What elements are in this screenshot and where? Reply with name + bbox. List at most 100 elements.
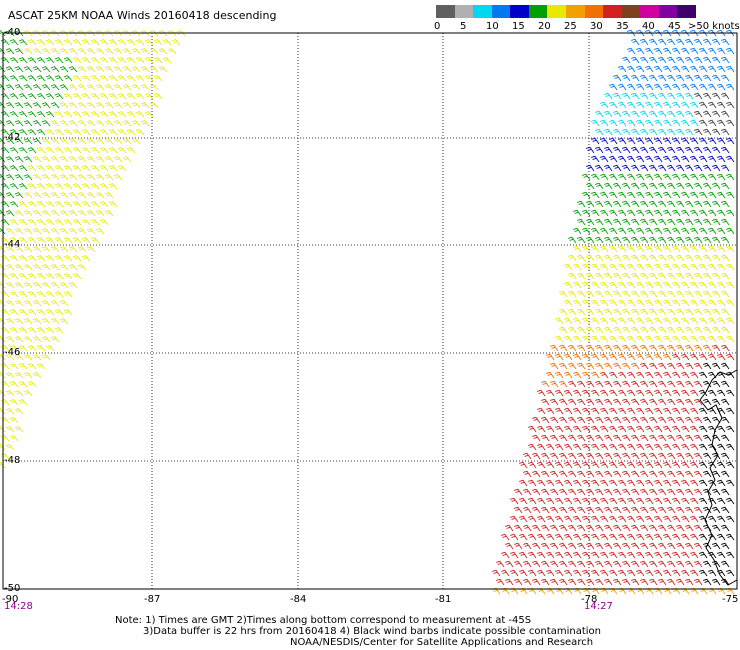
wind-barb: [108, 75, 118, 82]
wind-barb: [654, 101, 663, 109]
wind-barb: [627, 281, 636, 289]
wind-barb: [122, 120, 132, 127]
wind-barb: [694, 308, 703, 316]
wind-barb: [122, 156, 132, 163]
wind-barb: [721, 110, 730, 118]
wind-barb: [703, 38, 712, 46]
wind-barb: [640, 164, 649, 172]
wind-barb: [649, 380, 658, 388]
wind-barb: [546, 479, 555, 487]
wind-barb: [9, 327, 19, 334]
wind-barb: [582, 227, 591, 235]
wind-barb: [609, 173, 618, 181]
wind-barb: [685, 524, 694, 532]
wind-barb: [9, 129, 19, 136]
wind-barb: [690, 479, 699, 487]
wind-barb: [649, 524, 658, 532]
wind-barb: [117, 147, 127, 154]
wind-barb: [708, 227, 717, 235]
wind-barb: [690, 353, 699, 361]
wind-barb: [654, 65, 663, 73]
legend-swatch: [640, 5, 660, 18]
wind-barb: [663, 155, 672, 163]
wind-barb: [699, 515, 708, 523]
wind-barb: [510, 497, 519, 505]
wind-barb: [582, 263, 591, 271]
wind-barb: [613, 308, 622, 316]
wind-barb: [613, 200, 622, 208]
wind-barb: [618, 497, 627, 505]
wind-barb: [582, 317, 591, 325]
wind-barb: [708, 101, 717, 109]
wind-barb: [564, 407, 573, 415]
wind-barb: [81, 237, 91, 244]
wind-barb: [555, 515, 564, 523]
wind-barb: [649, 218, 658, 226]
wind-barb: [667, 290, 676, 298]
wind-barb: [117, 93, 127, 100]
wind-barb: [672, 119, 681, 127]
wind-barb: [676, 38, 685, 46]
wind-barb: [68, 210, 78, 217]
wind-barb: [726, 425, 735, 433]
wind-barb: [505, 560, 514, 568]
wind-barb: [708, 515, 717, 523]
wind-barb: [577, 506, 586, 514]
wind-barb: [559, 452, 568, 460]
wind-barb: [59, 282, 69, 289]
wind-barb: [546, 389, 555, 397]
wind-barb: [546, 551, 555, 559]
wind-barb: [591, 227, 600, 235]
wind-barb: [564, 281, 573, 289]
wind-barb: [108, 39, 118, 46]
wind-barb: [672, 317, 681, 325]
wind-barb: [721, 380, 730, 388]
wind-barb: [726, 263, 735, 271]
wind-barb: [717, 209, 726, 217]
wind-barb: [41, 174, 51, 181]
wind-barb: [667, 578, 676, 586]
wind-barb: [694, 218, 703, 226]
wind-barb: [50, 48, 60, 55]
wind-barb: [721, 128, 730, 136]
wind-barb: [712, 542, 721, 550]
wind-barb: [90, 165, 100, 172]
wind-barb: [528, 569, 537, 577]
wind-barb: [622, 128, 631, 136]
wind-barb: [658, 452, 667, 460]
wind-barb: [18, 183, 28, 190]
wind-barb: [555, 353, 564, 361]
wind-barb: [712, 344, 721, 352]
wind-barb: [654, 191, 663, 199]
wind-barb: [604, 272, 613, 280]
wind-barb: [690, 569, 699, 577]
wind-barb: [681, 443, 690, 451]
wind-barb: [699, 461, 708, 469]
legend-tick-label: 25: [564, 21, 577, 32]
wind-barb: [582, 209, 591, 217]
wind-barb: [54, 291, 64, 298]
legend-swatch: [547, 5, 567, 18]
wind-barb: [622, 506, 631, 514]
wind-barb: [654, 407, 663, 415]
lon-label: -84: [290, 594, 307, 605]
wind-barb: [712, 146, 721, 154]
wind-barb: [68, 66, 78, 73]
wind-barb: [663, 83, 672, 91]
wind-barb: [153, 39, 163, 46]
wind-barb: [564, 389, 573, 397]
wind-barb: [631, 218, 640, 226]
wind-barb: [568, 236, 577, 244]
wind-barb: [667, 542, 676, 550]
wind-barb: [690, 461, 699, 469]
legend-swatch: [658, 5, 678, 18]
wind-barb: [703, 236, 712, 244]
wind-barb: [5, 174, 15, 181]
wind-barb: [717, 299, 726, 307]
wind-barb: [59, 228, 69, 235]
wind-barb: [667, 488, 676, 496]
wind-barb: [676, 254, 685, 262]
wind-barb: [99, 201, 109, 208]
wind-barb: [528, 551, 537, 559]
